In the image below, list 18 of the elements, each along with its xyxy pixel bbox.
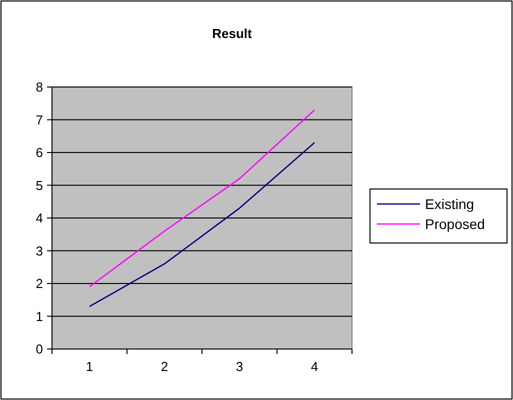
- y-tick-label: 3: [36, 243, 43, 258]
- chart-title: Result: [212, 26, 253, 41]
- y-tick-label: 4: [36, 210, 43, 226]
- legend-label: Proposed: [425, 216, 485, 232]
- x-tick-label: 3: [236, 359, 244, 374]
- y-tick-label: 5: [36, 178, 43, 193]
- line-series: [88, 142, 316, 308]
- y-tick-label: 8: [36, 80, 43, 95]
- x-tick-label: 2: [160, 359, 168, 374]
- x-tick-label: 4: [310, 359, 318, 374]
- x-tick-label: 1: [86, 359, 94, 374]
- y-tick-label: 0: [36, 342, 43, 357]
- line-series: [88, 109, 316, 288]
- y-tick-label: 1: [36, 308, 43, 324]
- y-tick-label: 6: [36, 145, 43, 160]
- y-tick-label: 2: [36, 276, 43, 292]
- y-tick-label: 7: [36, 112, 43, 128]
- legend-label: Existing: [425, 196, 474, 212]
